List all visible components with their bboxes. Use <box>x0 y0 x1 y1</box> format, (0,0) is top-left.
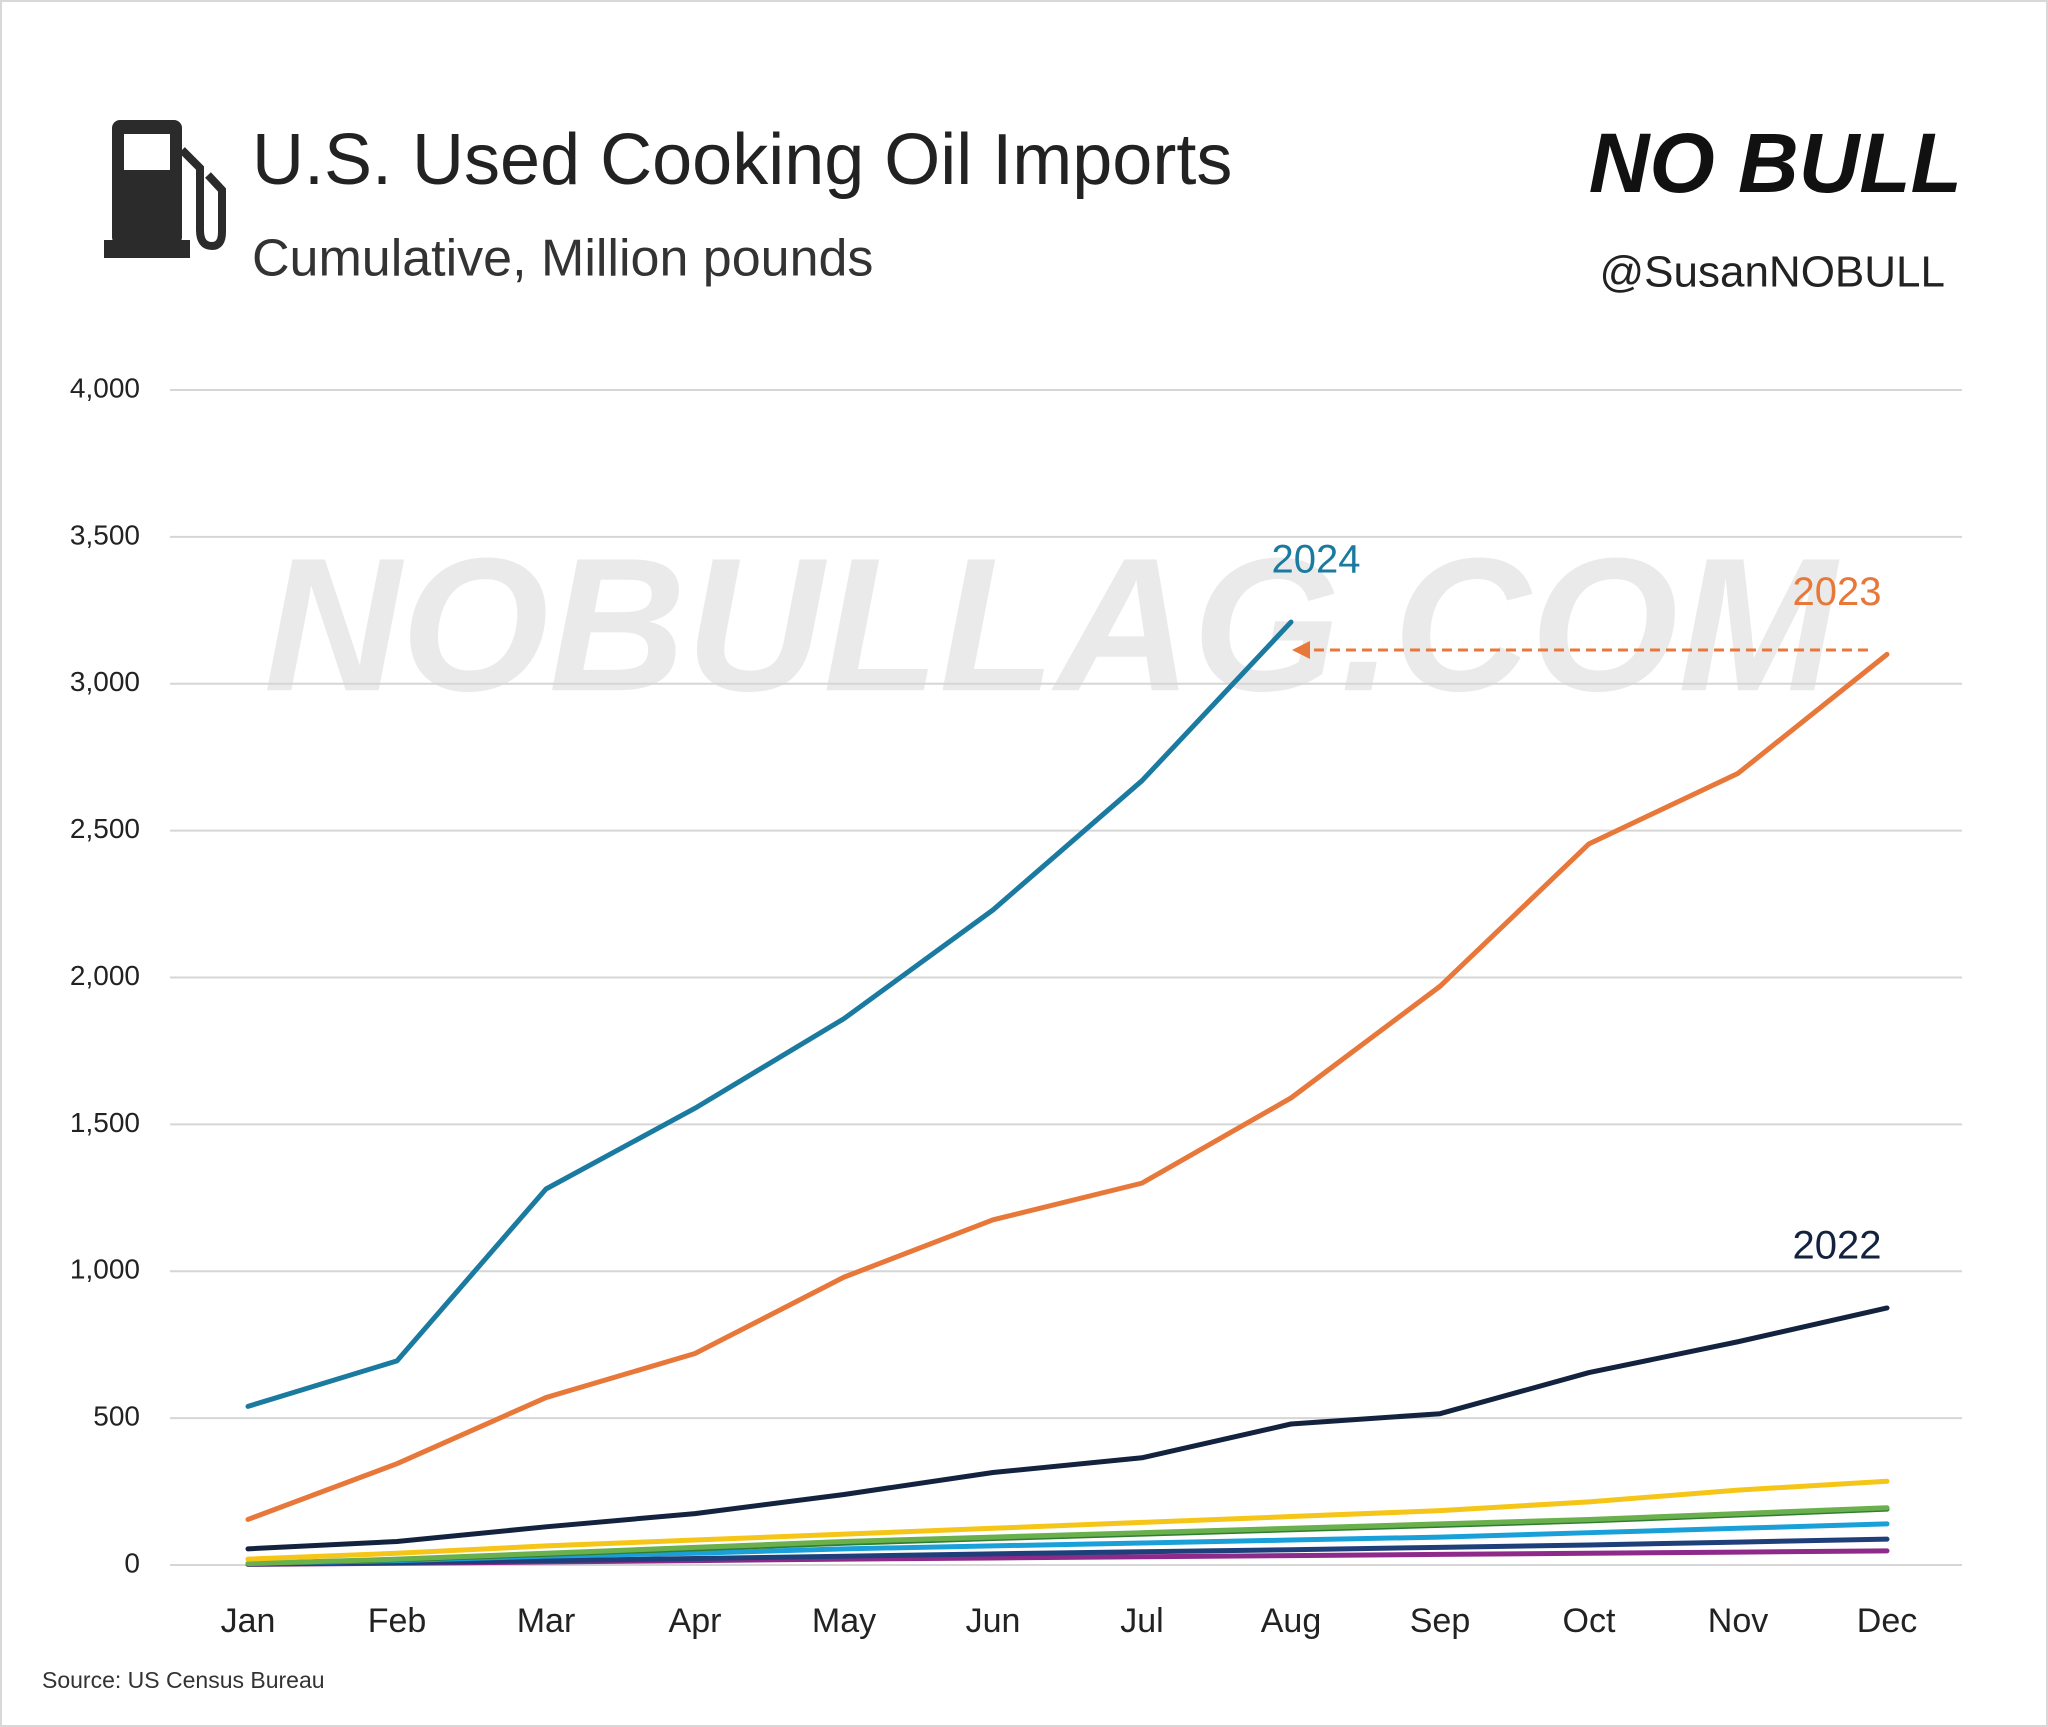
y-tick-label: 500 <box>93 1401 140 1432</box>
y-tick-label: 3,500 <box>70 519 140 550</box>
source: Source: US Census Bureau <box>42 1667 325 1693</box>
x-tick-label: Sep <box>1410 1602 1471 1640</box>
series-label: 2024 <box>1272 538 1361 582</box>
series-line <box>245 1505 1890 1567</box>
series-line <box>245 1305 1890 1552</box>
arrow-head <box>1292 641 1310 659</box>
chart-title: U.S. Used Cooking Oil Imports <box>252 120 1232 200</box>
y-tick-label: 3,000 <box>70 666 140 697</box>
series-line <box>245 1478 1890 1562</box>
series-line <box>245 1536 1890 1567</box>
y-tick-label: 1,000 <box>70 1254 140 1285</box>
y-tick-label: 2,500 <box>70 813 140 844</box>
series-line <box>245 651 1890 1522</box>
x-tick-label: Feb <box>368 1602 427 1640</box>
watermark: NOBULLAG.COM <box>264 519 1840 731</box>
y-tick-label: 1,500 <box>70 1107 140 1138</box>
x-tick-label: Apr <box>669 1602 722 1640</box>
x-tick-label: Jun <box>966 1602 1021 1640</box>
y-tick-label: 2,000 <box>70 960 140 991</box>
x-tick-label: Nov <box>1708 1602 1768 1640</box>
fuel-icon <box>104 120 226 258</box>
chart-subtitle: Cumulative, Million pounds <box>252 230 873 288</box>
x-tick-label: Jan <box>221 1602 276 1640</box>
x-tick-label: Oct <box>1563 1602 1616 1640</box>
series-line <box>245 619 1294 1409</box>
series-label: 2022 <box>1793 1224 1882 1268</box>
x-tick-label: Dec <box>1857 1602 1917 1640</box>
series-label: 2023 <box>1793 570 1882 614</box>
x-tick-label: Jul <box>1120 1602 1163 1640</box>
x-tick-label: Mar <box>517 1602 576 1640</box>
x-tick-label: Aug <box>1261 1602 1322 1640</box>
x-tick-label: May <box>812 1602 876 1640</box>
y-tick-label: 4,000 <box>70 372 140 403</box>
y-tick-label: 0 <box>124 1547 140 1578</box>
handle: @SusanNOBULL <box>1600 248 1946 297</box>
logo: NO BULL <box>1589 116 1962 210</box>
